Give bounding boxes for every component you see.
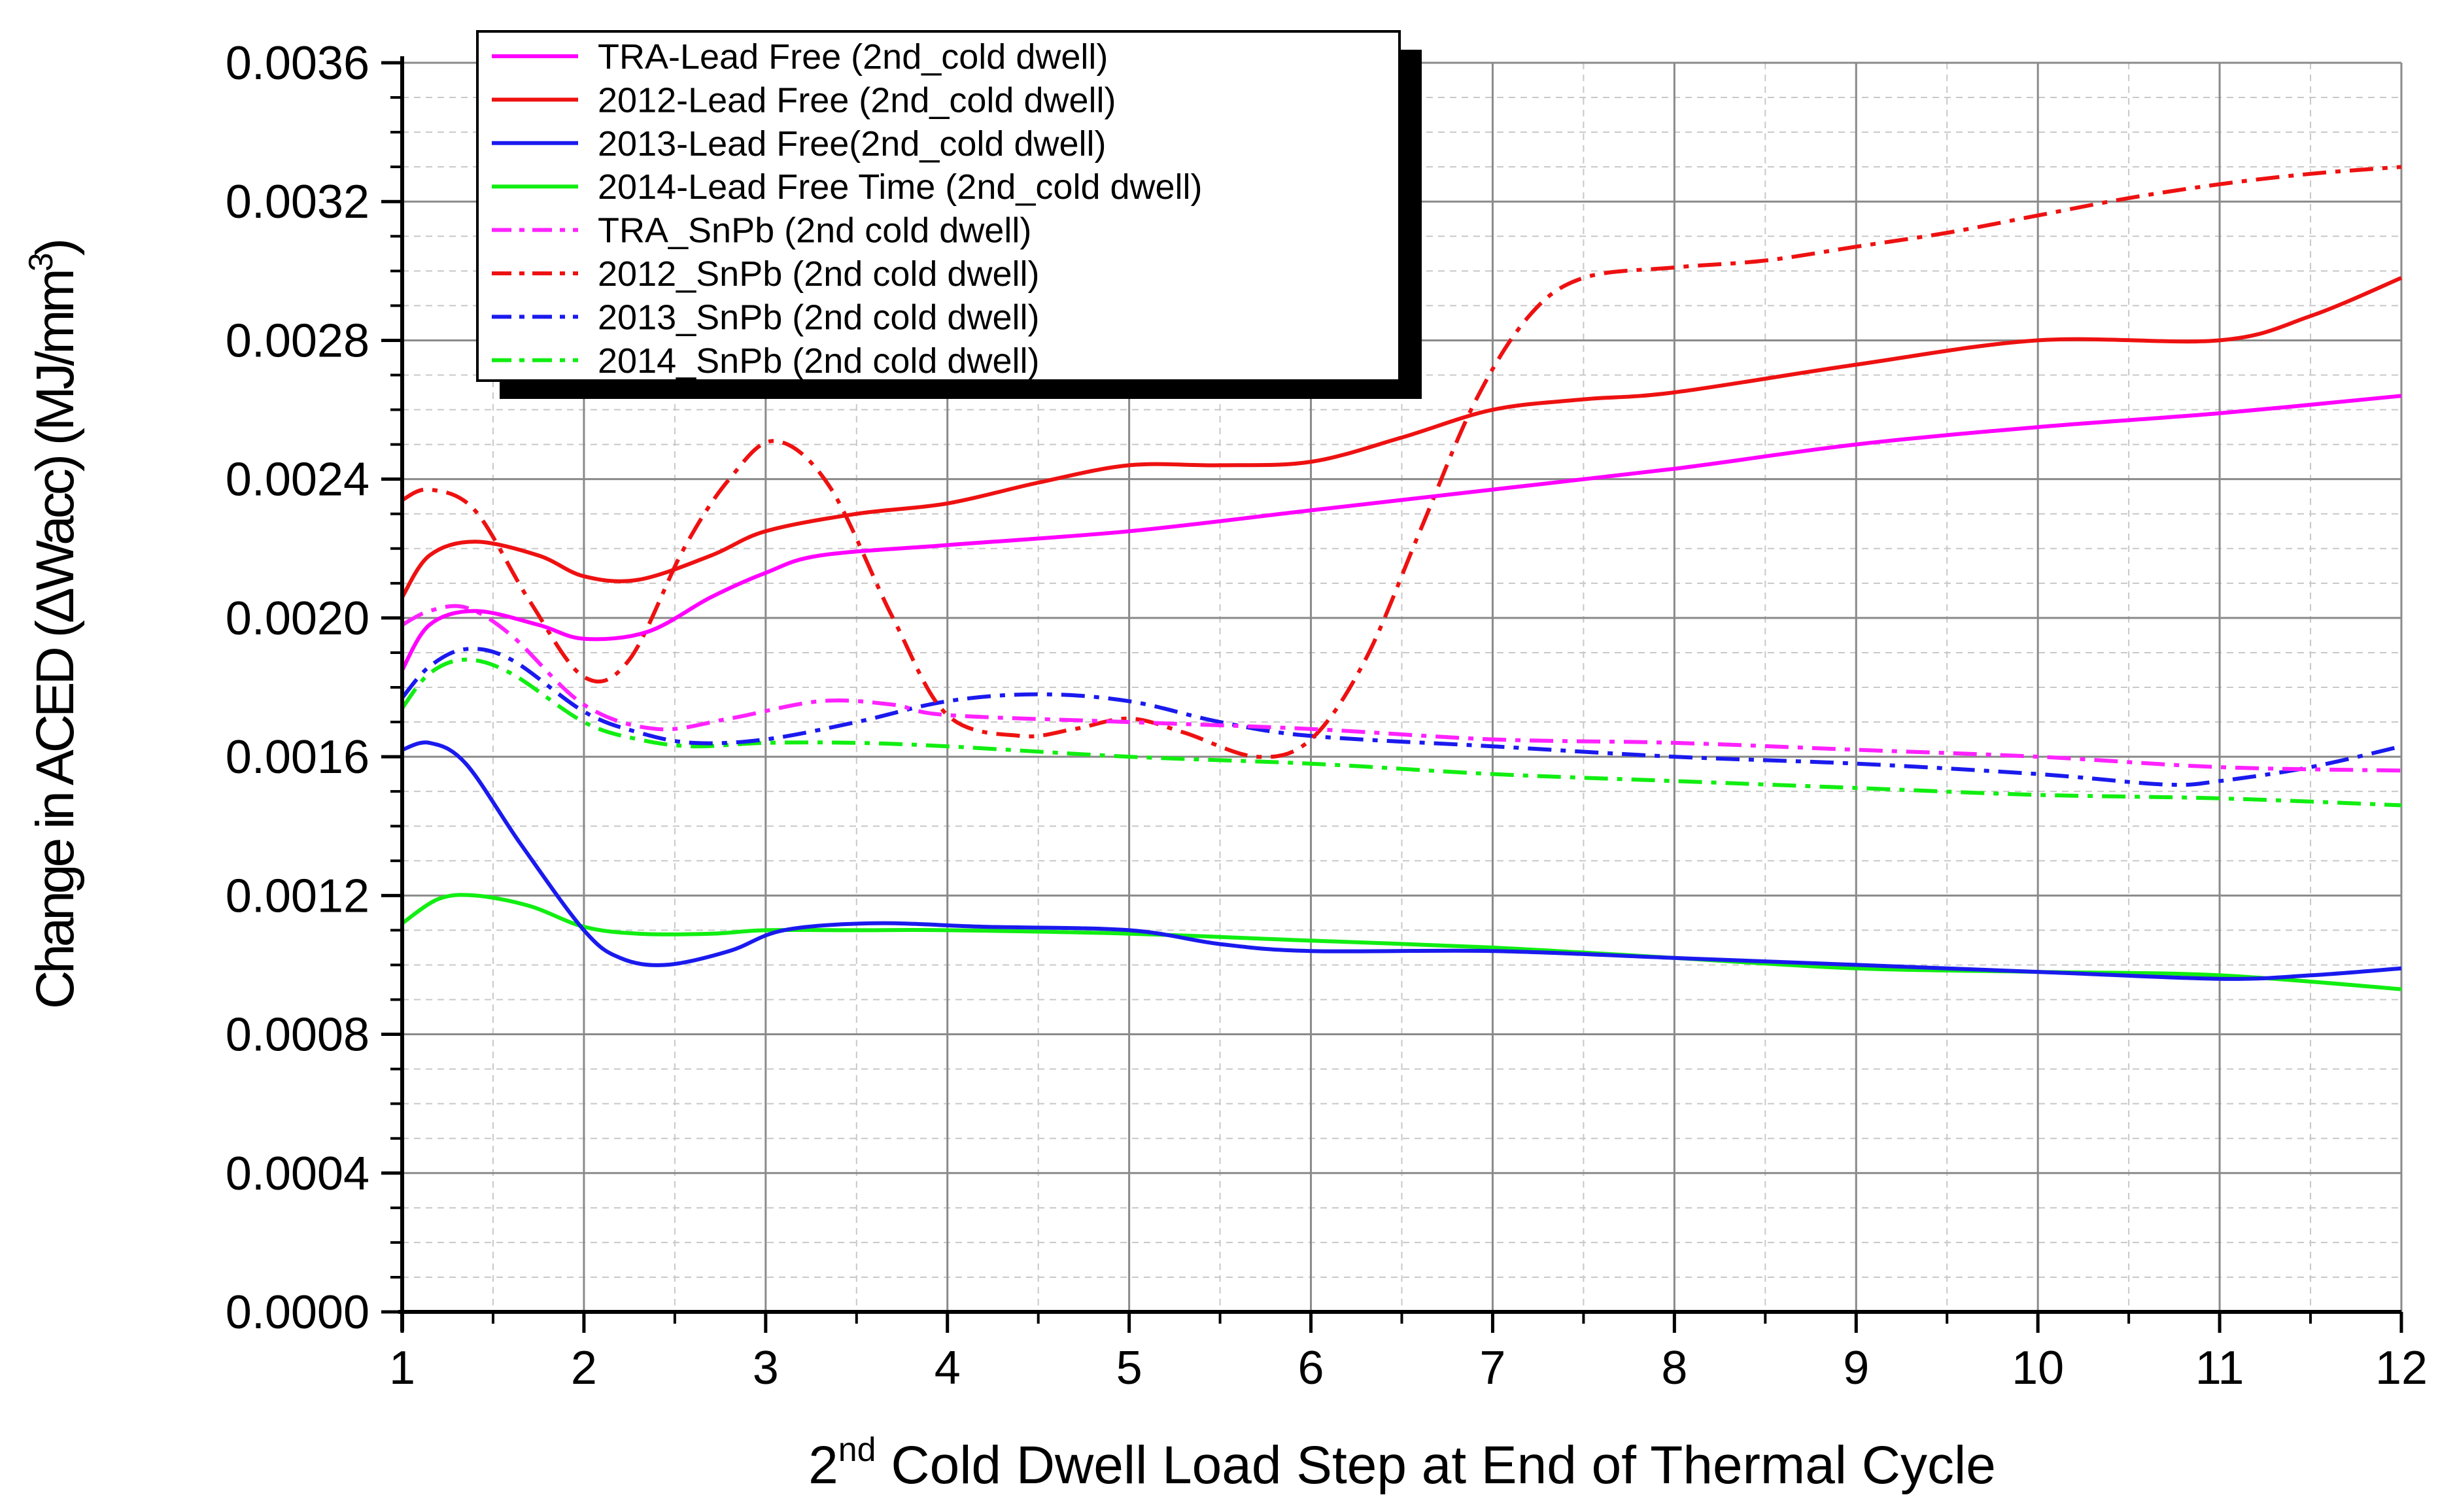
x-tick-label: 1 (389, 1342, 415, 1394)
y-tick-label: 0.0008 (226, 1009, 369, 1061)
series-line-5 (401, 165, 2402, 759)
legend-label-4: TRA_SnPb (2nd cold dwell) (598, 211, 1031, 250)
legend-label-2: 2013-Lead Free(2nd_cold dwell) (598, 124, 1107, 163)
axis-ticks (381, 61, 2403, 1333)
y-tick-label: 0.0036 (226, 37, 369, 90)
x-tick-label: 7 (1479, 1342, 1505, 1394)
legend-label-1: 2012-Lead Free (2nd_cold dwell) (598, 80, 1116, 120)
x-tick-label: 8 (1661, 1342, 1687, 1394)
y-axis-title-suffix: ) (26, 241, 85, 256)
x-axis-title-prefix: 2 (808, 1435, 838, 1495)
series-line-4 (401, 604, 2402, 773)
legend-box (476, 30, 1401, 382)
x-tick-label: 9 (1843, 1342, 1869, 1394)
y-axis-title: Change in ACED (ΔWacc) (MJ/mm3) (22, 241, 85, 1009)
x-tick-label: 12 (2375, 1342, 2428, 1394)
x-tick-label: 4 (935, 1342, 961, 1394)
y-tick-label: 0.0012 (226, 870, 369, 922)
y-tick-label: 0.0028 (226, 315, 369, 367)
y-tick-label: 0.0000 (226, 1286, 369, 1339)
axes (398, 56, 2401, 1332)
legend-label-0: TRA-Lead Free (2nd_cold dwell) (598, 37, 1108, 77)
y-tick-label: 0.0024 (226, 454, 369, 506)
y-tick-label: 0.0020 (226, 593, 369, 645)
legend-items: TRA-Lead Free (2nd_cold dwell)2012-Lead … (492, 37, 1203, 381)
y-tick-label: 0.0032 (226, 176, 369, 228)
legend-label-6: 2013_SnPb (2nd cold dwell) (598, 298, 1039, 337)
series-line-2 (402, 740, 2402, 981)
x-tick-label: 2 (571, 1342, 597, 1394)
x-tick-label: 5 (1116, 1342, 1142, 1394)
y-axis-title-superscript: 3 (22, 254, 60, 271)
legend-label-5: 2012_SnPb (2nd cold dwell) (598, 254, 1039, 294)
y-tick-labels: 0.0000 0.0004 0.0008 0.0012 0.0016 0.0020 0.00… (226, 37, 369, 1339)
x-tick-label: 6 (1298, 1342, 1324, 1394)
series-line-1 (400, 276, 2403, 598)
legend: TRA-Lead Free (2nd_cold dwell)2012-Lead … (476, 30, 1422, 399)
x-axis-title-superscript: nd (838, 1431, 876, 1469)
legend-label-7: 2014_SnPb (2nd cold dwell) (598, 341, 1039, 381)
x-tick-label: 11 (2195, 1342, 2244, 1394)
series-line-0 (400, 394, 2402, 672)
series-line-7 (400, 657, 2402, 808)
y-tick-label: 0.0016 (226, 731, 369, 783)
x-tick-labels: 1 2 3 4 5 6 7 8 9 10 11 12 (389, 1342, 2428, 1394)
minor-gridlines (402, 63, 2401, 1312)
x-tick-label: 3 (753, 1342, 779, 1394)
y-axis-title-text: Change in ACED (ΔWacc) (MJ/mm (26, 271, 85, 1009)
series-line-6 (400, 647, 2402, 787)
x-axis-title-text: Cold Dwell Load Step at End of Thermal C… (876, 1435, 1996, 1495)
x-axis-title: 2nd Cold Dwell Load Step at End of Therm… (808, 1431, 1996, 1495)
y-tick-label: 0.0004 (226, 1148, 369, 1200)
x-tick-label: 10 (2012, 1342, 2064, 1394)
legend-label-3: 2014-Lead Free Time (2nd_cold dwell) (598, 167, 1203, 207)
series-lines (400, 165, 2403, 991)
